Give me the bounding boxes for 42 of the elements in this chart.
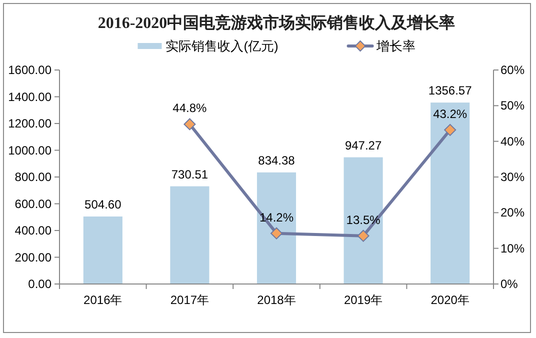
chart-title: 2016-2020中国电竞游戏市场实际销售收入及增长率 <box>98 13 456 32</box>
y2-tick-label: 50% <box>500 98 525 113</box>
y-tick-label: 1000.00 <box>8 143 52 158</box>
y-tick-label: 800.00 <box>14 170 52 184</box>
data-label: 947.27 <box>344 138 382 152</box>
data-label: 504.60 <box>84 198 122 212</box>
x-tick-label: 2017年 <box>170 293 210 307</box>
y-tick-label: 1600.00 <box>8 63 52 77</box>
legend-label: 增长率 <box>375 38 416 54</box>
bar <box>256 172 296 284</box>
bar <box>344 157 383 284</box>
y2-tick-label: 0% <box>500 277 518 291</box>
point <box>357 230 370 242</box>
data-label: 43.2% <box>433 106 468 121</box>
y-tick-label: 200.00 <box>14 250 52 264</box>
point <box>270 227 282 240</box>
y2-tick-label: 60% <box>500 63 525 77</box>
x-tick-label: 2019年 <box>344 293 383 307</box>
y-tick-label: 600.00 <box>14 196 52 211</box>
x-tick-label: 2020年 <box>430 293 470 307</box>
x-tick-label: 2016年 <box>84 293 122 307</box>
data-label: 13.5% <box>346 212 381 227</box>
y2-tick-label: 30% <box>500 170 525 184</box>
data-label: 1356.57 <box>428 84 472 98</box>
legend-label: 实际销售收入(亿元) <box>166 38 278 54</box>
bar <box>430 102 470 284</box>
data-label: 834.38 <box>258 153 296 168</box>
y2-tick-label: 10% <box>500 241 525 256</box>
bar <box>170 186 210 284</box>
x-tick-label: 2018年 <box>257 293 296 307</box>
data-label: 44.8% <box>172 101 208 116</box>
y-tick-label: 1200.00 <box>8 116 52 130</box>
y-tick-label: 400.00 <box>14 224 52 238</box>
data-label: 730.51 <box>171 167 208 182</box>
y2-tick-label: 20% <box>500 206 525 220</box>
point <box>444 124 456 136</box>
y-tick-label: 0.00 <box>28 277 52 291</box>
point <box>184 118 196 130</box>
data-label: 14.2% <box>259 210 294 224</box>
bar <box>83 216 122 284</box>
y-tick-label: 1400.00 <box>8 90 52 104</box>
y2-tick-label: 40% <box>500 134 525 148</box>
